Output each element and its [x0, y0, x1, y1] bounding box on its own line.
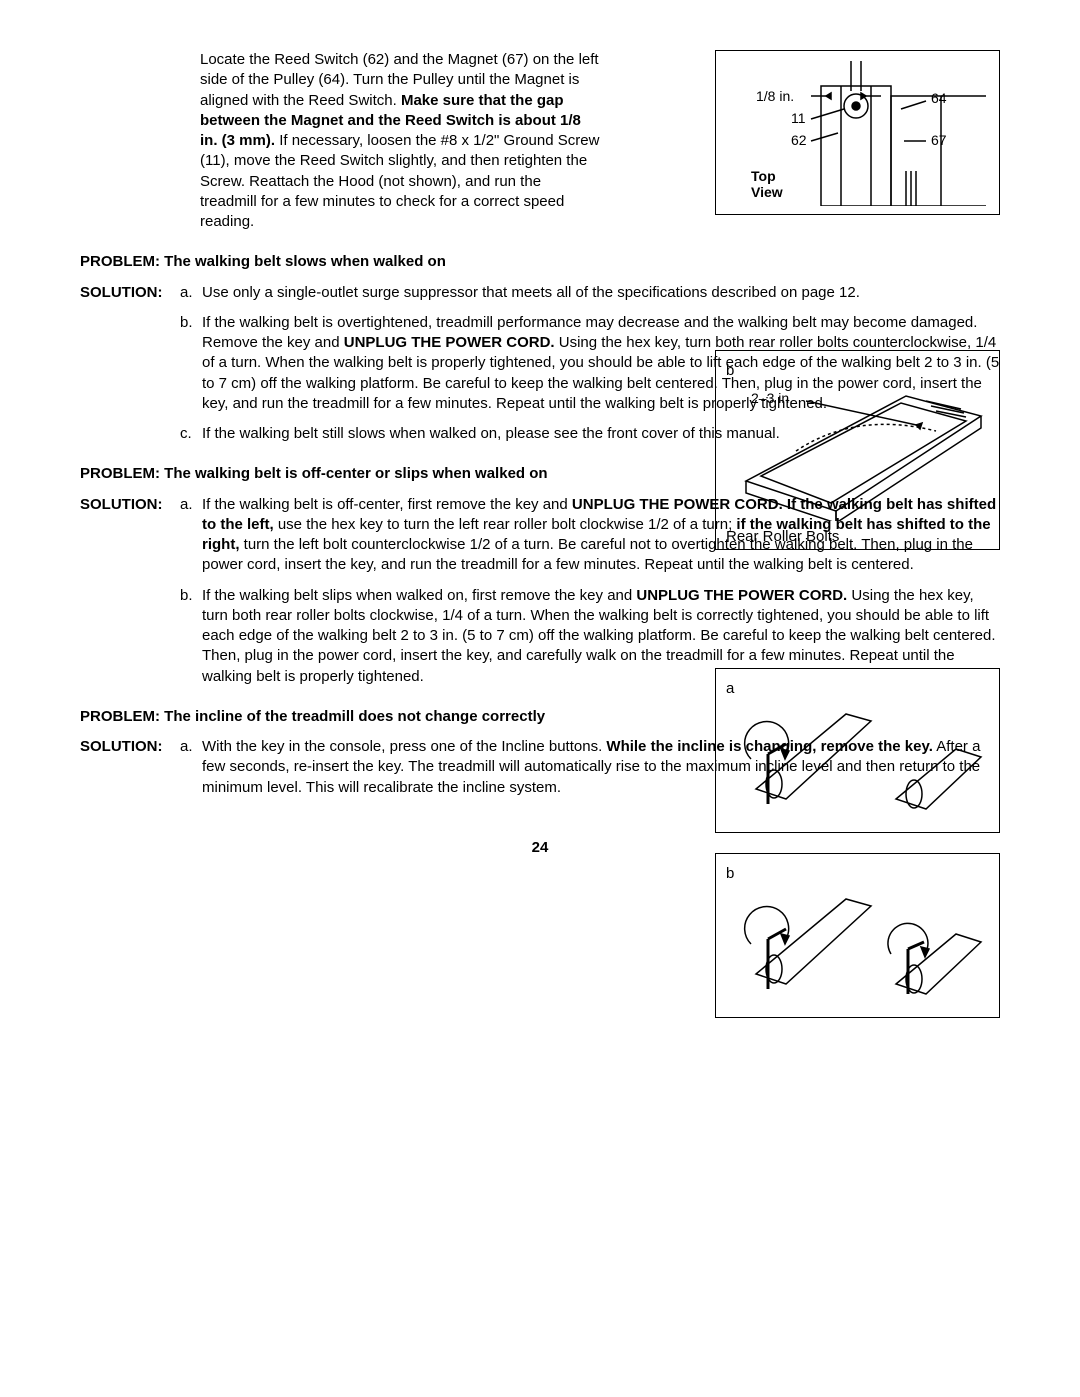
solution-label: SOLUTION: [80, 283, 180, 303]
sol-1a-text: Use only a single-outlet surge suppresso… [202, 283, 1000, 303]
sol-1c-text: If the walking belt still slows when wal… [202, 424, 1000, 444]
solution-2a: SOLUTION: a. If the walking belt is off-… [80, 495, 1000, 576]
problem-2: PROBLEM: The walking belt is off-center … [80, 464, 1000, 687]
sol-2b-text: If the walking belt slips when walked on… [202, 586, 1000, 687]
sol-2a-text: If the walking belt is off-center, first… [202, 495, 1000, 576]
letter-1b: b. [180, 313, 202, 414]
problem-1: PROBLEM: The walking belt slows when wal… [80, 252, 1000, 444]
letter-2b: b. [180, 586, 202, 687]
problem-3-title: PROBLEM: The incline of the treadmill do… [80, 707, 1000, 727]
diagram-adjust-b [726, 884, 986, 1014]
problem-1-title: PROBLEM: The walking belt slows when wal… [80, 252, 1000, 272]
figure-slips-b: b [715, 853, 1000, 1018]
problem-2-title: PROBLEM: The walking belt is off-center … [80, 464, 1000, 484]
solution-label-2: SOLUTION: [80, 495, 180, 576]
intro-text: Locate the Reed Switch (62) and the Magn… [200, 50, 600, 232]
solution-1c: c. If the walking belt still slows when … [80, 424, 1000, 444]
solution-1a: SOLUTION: a. Use only a single-outlet su… [80, 283, 1000, 303]
sol-1b-text: If the walking belt is overtightened, tr… [202, 313, 1000, 414]
letter-2a: a. [180, 495, 202, 576]
letter-1c: c. [180, 424, 202, 444]
solution-3a: SOLUTION: a. With the key in the console… [80, 737, 1000, 798]
letter-3a: a. [180, 737, 202, 798]
solution-2b: b. If the walking belt slips when walked… [80, 586, 1000, 687]
solution-label-3: SOLUTION: [80, 737, 180, 798]
letter-1a: a. [180, 283, 202, 303]
problem-3: PROBLEM: The incline of the treadmill do… [80, 707, 1000, 798]
solution-1b: b. If the walking belt is overtightened,… [80, 313, 1000, 414]
sol-3a-text: With the key in the console, press one o… [202, 737, 1000, 798]
intro-section: Locate the Reed Switch (62) and the Magn… [80, 50, 1000, 232]
fig4-label-b: b [726, 864, 989, 884]
